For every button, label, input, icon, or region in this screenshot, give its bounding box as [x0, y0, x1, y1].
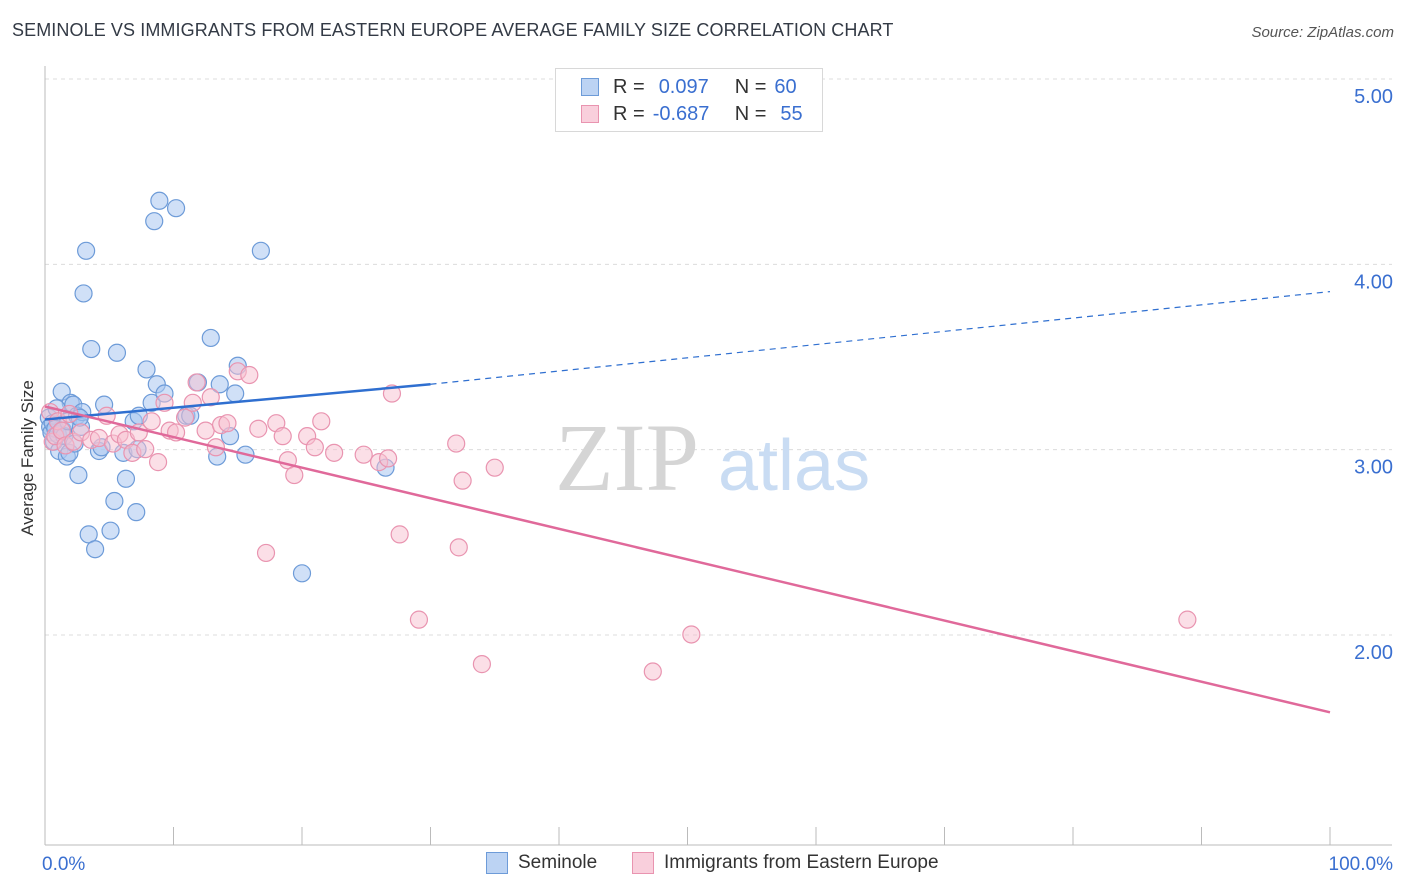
point-immigrants — [1178, 610, 1197, 629]
tick-labels: 2.00 3.00 4.00 5.00 0.0% 100.0% — [42, 86, 1393, 875]
bottom-legend-swatch-blue — [486, 852, 508, 874]
axes — [44, 66, 1392, 846]
point-immigrants — [447, 434, 466, 453]
point-immigrants — [201, 388, 220, 407]
point-immigrants — [354, 445, 373, 464]
legend-n-value-1: 60 — [774, 75, 797, 98]
series-immigrants-points — [41, 362, 1197, 681]
point-immigrants — [256, 543, 276, 563]
legend-swatch-pink — [581, 105, 599, 123]
point-seminole — [77, 241, 96, 260]
watermark-zip: ZIP — [555, 404, 699, 511]
point-immigrants — [187, 373, 206, 392]
point-seminole — [69, 465, 88, 485]
y-tick-label: 4.00 — [1354, 271, 1393, 293]
point-immigrants — [285, 465, 304, 485]
point-seminole — [74, 284, 93, 303]
point-immigrants — [305, 438, 324, 457]
point-immigrants — [218, 414, 237, 433]
bottom-legend: Seminole Immigrants from Eastern Europe — [0, 852, 1406, 878]
point-immigrants — [196, 421, 215, 440]
point-immigrants — [449, 538, 468, 557]
legend-n-label: N = — [734, 102, 767, 125]
point-immigrants — [312, 412, 331, 431]
watermark: ZIP atlas — [555, 404, 870, 511]
point-seminole — [82, 339, 101, 359]
legend-r-label: R = — [613, 75, 645, 98]
legend-swatch-blue — [581, 78, 599, 96]
point-immigrants — [183, 393, 202, 412]
bottom-legend-seminole: Seminole — [486, 852, 597, 874]
series-seminole-points — [39, 191, 395, 583]
trend-lines — [44, 291, 1331, 714]
y-axis-label: Average Family Size — [18, 380, 37, 536]
y-tick-label: 5.00 — [1354, 86, 1393, 108]
chart-title: SEMINOLE VS IMMIGRANTS FROM EASTERN EURO… — [12, 20, 894, 40]
point-immigrants — [485, 458, 504, 477]
point-immigrants — [175, 408, 195, 427]
legend-n-label: N = — [734, 75, 767, 98]
point-immigrants — [136, 440, 155, 459]
x-tick-label-min: 0.0% — [42, 854, 85, 875]
watermark-atlas: atlas — [718, 426, 870, 506]
point-immigrants — [643, 662, 662, 681]
point-seminole — [137, 360, 156, 379]
point-immigrants — [390, 525, 409, 544]
gridlines — [45, 78, 1392, 636]
point-immigrants — [472, 655, 491, 674]
x-tick-label-max: 100.0% — [1329, 854, 1394, 875]
bottom-legend-label-2: Immigrants from Eastern Europe — [664, 852, 939, 873]
bottom-legend-swatch-pink — [632, 852, 654, 874]
point-seminole — [292, 564, 312, 583]
point-seminole — [201, 328, 220, 348]
legend-r-value-2: -0.687 — [652, 102, 710, 125]
point-seminole — [145, 212, 164, 231]
bottom-legend-label-1: Seminole — [518, 852, 598, 873]
legend-r-value-1: 0.097 — [658, 75, 709, 98]
correlation-legend: R = 0.097 N = 60 R = -0.687 N = 55 — [555, 68, 823, 132]
legend-row-immigrants: R = -0.687 N = 55 — [581, 101, 803, 127]
point-seminole — [127, 503, 146, 522]
point-immigrants — [409, 610, 429, 629]
point-seminole — [116, 469, 136, 488]
y-tick-label: 2.00 — [1354, 642, 1393, 664]
point-seminole — [166, 199, 186, 218]
point-seminole — [101, 521, 120, 540]
point-immigrants — [453, 471, 472, 490]
y-tick-label: 3.00 — [1354, 457, 1393, 479]
point-seminole — [150, 191, 169, 210]
point-immigrants — [249, 419, 268, 438]
point-immigrants — [325, 443, 344, 462]
legend-n-value-2: 55 — [780, 102, 803, 125]
source-note: Source: ZipAtlas.com — [1251, 24, 1394, 41]
point-seminole — [210, 375, 229, 394]
legend-r-label: R = — [613, 102, 645, 125]
point-immigrants — [273, 427, 292, 446]
point-immigrants — [142, 412, 161, 431]
point-immigrants — [148, 453, 168, 472]
bottom-legend-immigrants: Immigrants from Eastern Europe — [632, 852, 939, 874]
point-seminole — [226, 384, 245, 403]
point-immigrants — [240, 365, 259, 385]
trend-line-seminole-extension — [430, 291, 1331, 385]
point-seminole — [86, 540, 105, 559]
point-immigrants — [378, 449, 398, 468]
trend-line-seminole — [44, 383, 431, 421]
trend-line-immigrants — [44, 405, 1331, 714]
legend-row-seminole: R = 0.097 N = 60 — [581, 74, 797, 100]
point-seminole — [105, 491, 124, 511]
point-immigrants — [682, 625, 701, 644]
point-seminole — [107, 343, 127, 362]
point-seminole — [251, 241, 270, 260]
